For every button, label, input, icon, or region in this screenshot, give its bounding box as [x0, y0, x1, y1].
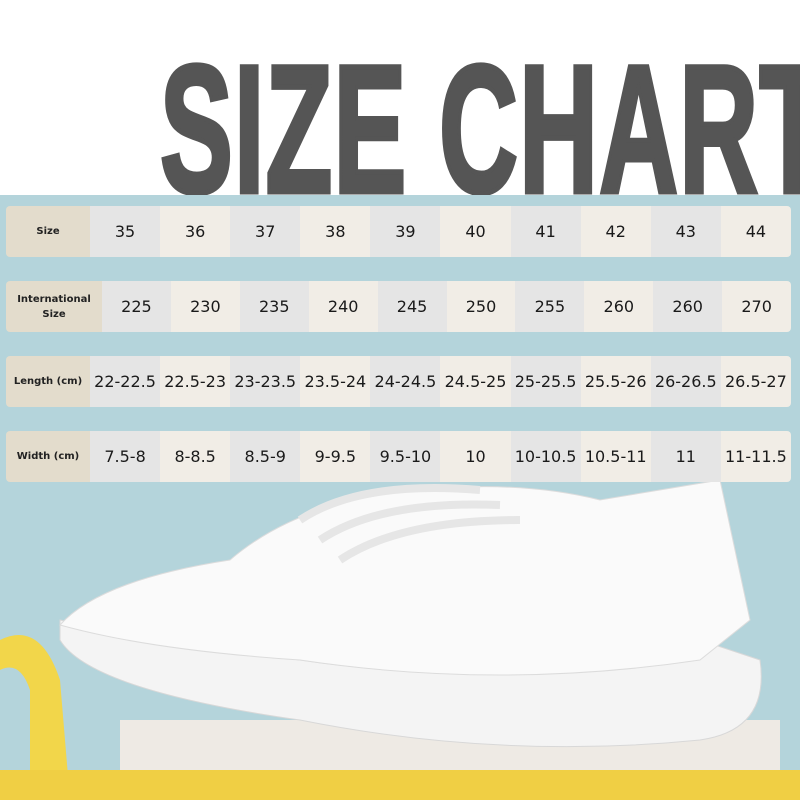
table-cell: 24-24.5: [370, 356, 441, 407]
table-cell: 40: [440, 206, 511, 257]
page-title: SIZE CHART: [158, 27, 800, 231]
table-cell: 37: [230, 206, 301, 257]
table-cell: 225: [102, 281, 171, 332]
table-cell: 38: [300, 206, 371, 257]
table-cell: 25.5-26: [580, 356, 651, 407]
table-cell: 8-8.5: [160, 431, 231, 482]
table-row-size: Size 35 36 37 38 39 40 41 42 43 44: [6, 206, 791, 257]
table-cell: 23-23.5: [230, 356, 301, 407]
table-row-length: Length (cm) 22-22.5 22.5-23 23-23.5 23.5…: [6, 356, 791, 407]
shoe-upper: [59, 479, 751, 676]
row-label: Size: [6, 206, 90, 257]
table-cell: 22.5-23: [160, 356, 231, 407]
table-cell: 26.5-27: [720, 356, 791, 407]
table-cell: 44: [720, 206, 791, 257]
table-cell: 260: [653, 281, 723, 332]
table-cell: 235: [239, 281, 309, 332]
yellow-strap: [0, 635, 70, 800]
table-cell: 26-26.5: [650, 356, 721, 407]
table-cell: 10.5-11: [580, 431, 651, 482]
yellow-base: [0, 770, 800, 800]
table-cell: 42: [580, 206, 651, 257]
table-cell: 260: [584, 281, 654, 332]
table-cell: 39: [370, 206, 441, 257]
table-cell: 24.5-25: [440, 356, 511, 407]
table-cell: 36: [160, 206, 231, 257]
table-cell: 270: [722, 281, 791, 332]
table-cell: 7.5-8: [90, 431, 161, 482]
table-cell: 255: [515, 281, 585, 332]
table-cell: 23.5-24: [300, 356, 371, 407]
table-cell: 240: [308, 281, 378, 332]
shoe-laces: [297, 484, 521, 564]
header-area: SIZE CHART: [0, 0, 800, 223]
table-cell: 9.5-10: [370, 431, 441, 482]
table-cell: 11-11.5: [720, 431, 791, 482]
table-cell: 230: [170, 281, 240, 332]
table-cell: 22-22.5: [90, 356, 161, 407]
table-cell: 43: [650, 206, 721, 257]
table-cell: 10-10.5: [510, 431, 581, 482]
table-cell: 245: [377, 281, 447, 332]
table-row-international-size: International Size 225 230 235 240 245 2…: [6, 281, 791, 332]
table-cell: 25-25.5: [510, 356, 581, 407]
table-cell: 8.5-9: [230, 431, 301, 482]
table-row-width: Width (cm) 7.5-8 8-8.5 8.5-9 9-9.5 9.5-1…: [6, 431, 791, 482]
table-cell: 41: [510, 206, 581, 257]
row-label: International Size: [6, 281, 102, 332]
table-cell: 250: [446, 281, 516, 332]
table-cell: 35: [90, 206, 161, 257]
table-cell: 11: [650, 431, 721, 482]
row-label: Length (cm): [6, 356, 90, 407]
row-label: Width (cm): [6, 431, 90, 482]
table-cell: 9-9.5: [300, 431, 371, 482]
table-cell: 10: [440, 431, 511, 482]
sneaker-image: [0, 479, 800, 800]
